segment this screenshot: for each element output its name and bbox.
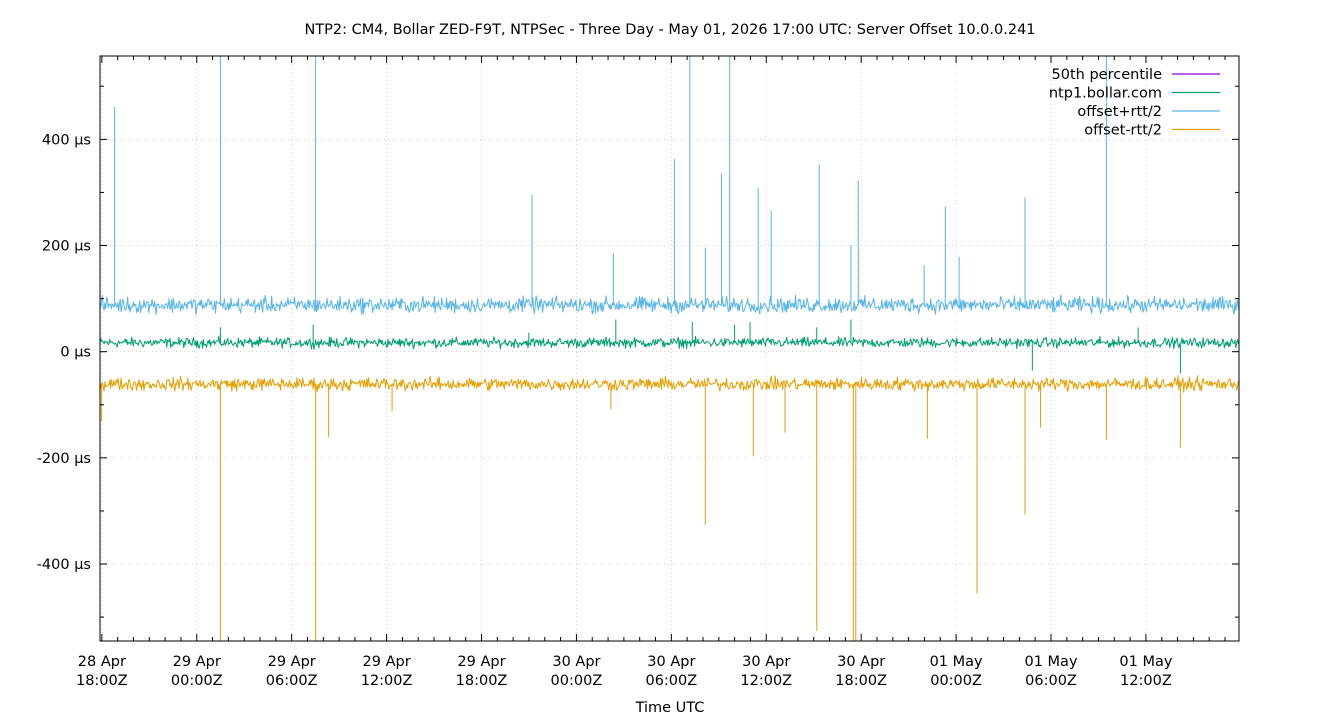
x-tick-label-time: 06:00Z bbox=[1025, 673, 1077, 689]
y-tick-label: -400 µs bbox=[37, 557, 91, 573]
x-tick-label-date: 28 Apr bbox=[78, 654, 126, 670]
axis-ticks: 400 µs 200 µs 0 µs -200 µs -400 µs 28 Apr 18:0… bbox=[37, 56, 1239, 689]
legend-label: offset+rtt/2 bbox=[1077, 104, 1162, 120]
grid-lines bbox=[100, 56, 1239, 641]
x-tick-label-date: 29 Apr bbox=[268, 654, 316, 670]
series-line-3 bbox=[99, 375, 1240, 642]
x-tick-label-date: 29 Apr bbox=[457, 654, 505, 670]
series-line-1 bbox=[99, 319, 1240, 374]
x-axis-label: Time UTC bbox=[635, 700, 705, 716]
chart-title: NTP2: CM4, Bollar ZED-F9T, NTPSec - Thre… bbox=[304, 22, 1035, 38]
x-tick-label-date: 29 Apr bbox=[363, 654, 411, 670]
x-tick-label-date: 01 May bbox=[1119, 654, 1172, 670]
x-tick-label-time: 18:00Z bbox=[76, 673, 128, 689]
x-tick-label-time: 06:00Z bbox=[645, 673, 697, 689]
x-tick-label-date: 01 May bbox=[1024, 654, 1077, 670]
y-tick-label: 200 µs bbox=[42, 239, 91, 255]
x-tick-label-date: 29 Apr bbox=[173, 654, 221, 670]
x-tick-label-time: 06:00Z bbox=[266, 673, 318, 689]
x-tick-label-date: 30 Apr bbox=[647, 654, 695, 670]
legend: 50th percentile ntp1.bollar.com offset+rtt… bbox=[1049, 67, 1220, 139]
legend-label: ntp1.bollar.com bbox=[1049, 86, 1162, 102]
x-tick-label-time: 18:00Z bbox=[835, 673, 887, 689]
legend-label: 50th percentile bbox=[1052, 67, 1163, 83]
y-tick-label: -200 µs bbox=[37, 451, 91, 467]
legend-label: offset-rtt/2 bbox=[1084, 123, 1162, 139]
series-lines bbox=[99, 55, 1240, 642]
y-tick-label: 400 µs bbox=[42, 132, 91, 148]
x-tick-label-time: 00:00Z bbox=[930, 673, 982, 689]
x-tick-label-date: 01 May bbox=[930, 654, 983, 670]
x-tick-label-time: 12:00Z bbox=[740, 673, 792, 689]
y-tick-label: 0 µs bbox=[60, 345, 91, 361]
x-tick-label-time: 00:00Z bbox=[171, 673, 223, 689]
x-tick-label-date: 30 Apr bbox=[742, 654, 790, 670]
x-tick-label-time: 18:00Z bbox=[456, 673, 508, 689]
x-tick-label-time: 00:00Z bbox=[551, 673, 603, 689]
x-tick-label-date: 30 Apr bbox=[837, 654, 885, 670]
plot-frame bbox=[99, 55, 1240, 642]
x-tick-label-time: 12:00Z bbox=[361, 673, 413, 689]
series-line-2 bbox=[99, 55, 1240, 316]
x-tick-label-time: 12:00Z bbox=[1120, 673, 1172, 689]
x-tick-label-date: 30 Apr bbox=[552, 654, 600, 670]
